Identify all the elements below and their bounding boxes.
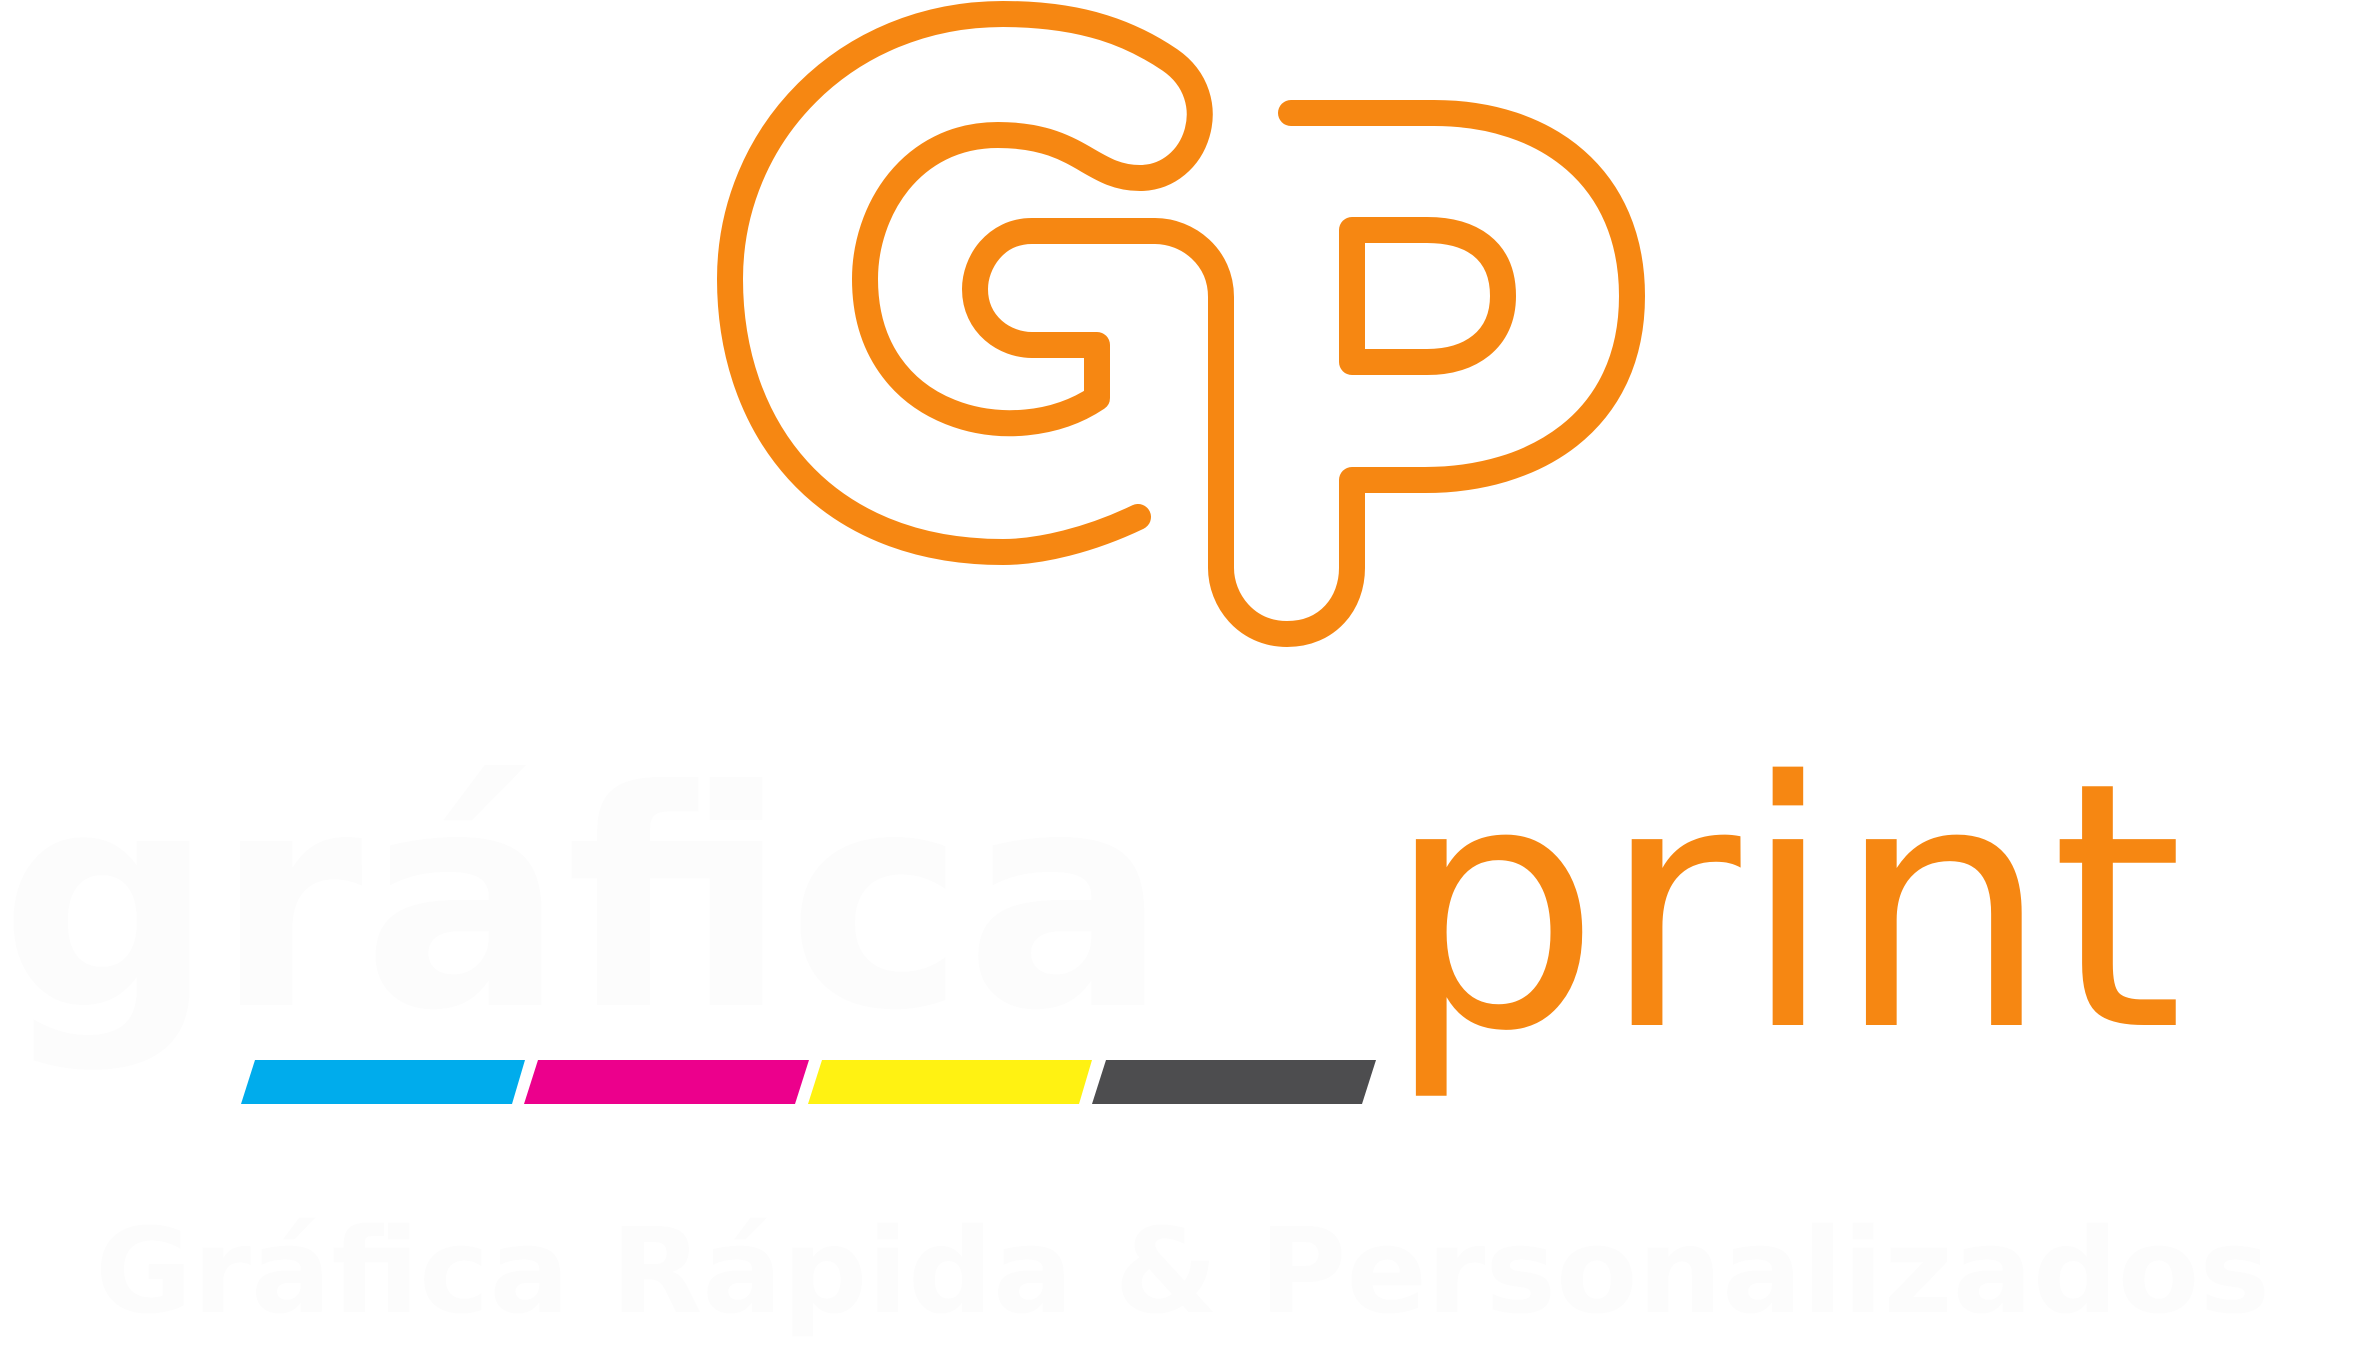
cmyk-stripes bbox=[241, 1060, 1376, 1104]
tagline: Gráfica Rápida & Personalizados bbox=[95, 1202, 2270, 1340]
stripe-cyan bbox=[241, 1060, 525, 1104]
word-print: print bbox=[1385, 710, 2184, 1106]
monogram-g-outer bbox=[717, 1, 1645, 647]
word-grafica: gráfica bbox=[0, 727, 1168, 1076]
gp-monogram bbox=[717, 1, 1645, 647]
stripe-magenta bbox=[524, 1060, 809, 1104]
monogram-p-bowl bbox=[1339, 217, 1516, 375]
stripe-black bbox=[1092, 1060, 1376, 1104]
stripe-yellow bbox=[808, 1060, 1092, 1104]
